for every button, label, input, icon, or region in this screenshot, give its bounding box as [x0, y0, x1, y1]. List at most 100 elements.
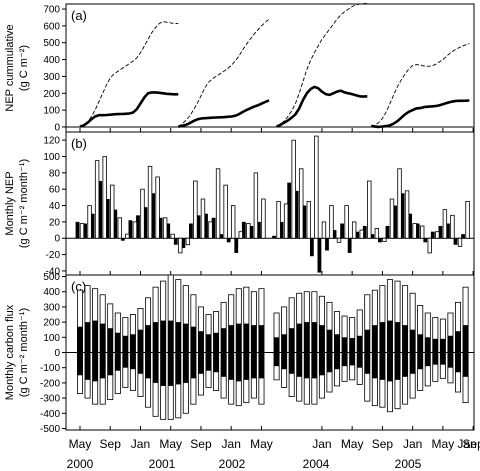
bar-hollow [382, 237, 387, 242]
x-tick-label: Jan [131, 437, 150, 451]
bar-filled [415, 223, 420, 239]
bar-hollow [397, 168, 402, 239]
bar-filled [400, 193, 405, 239]
bar-hollow [314, 135, 319, 239]
bar-filled [447, 335, 454, 368]
bar-filled [453, 238, 458, 245]
bar-hollow [200, 198, 206, 239]
bar-filled [75, 221, 80, 239]
bar-filled [394, 322, 401, 380]
bar-filled [113, 209, 118, 239]
bar-filled [340, 223, 344, 239]
x-tick-label: Sep [100, 437, 122, 451]
bar-filled [289, 328, 295, 374]
y-tick-label: 100 [43, 152, 60, 163]
bar-filled [77, 326, 83, 376]
y-tick-label: 500 [43, 272, 60, 283]
bar-hollow [246, 223, 251, 239]
bar-hollow [110, 184, 115, 239]
y-tick-label: 400 [43, 55, 60, 66]
bar-filled [243, 323, 249, 380]
plot-frame [65, 131, 475, 276]
bar-hollow [367, 180, 372, 239]
bar-filled [181, 238, 186, 249]
bar-filled [446, 223, 450, 239]
bar-hollow [185, 237, 191, 246]
bar-hollow [170, 233, 175, 239]
y-tick-label: -400 [40, 409, 60, 420]
y-tick-label: 20 [49, 217, 61, 228]
year-label: 2004 [303, 457, 330, 471]
bar-filled [168, 320, 174, 386]
x-tick-label: Sep [190, 437, 212, 451]
bar-hollow [457, 237, 463, 247]
y-tick-label: 200 [43, 89, 60, 100]
bar-hollow [374, 228, 380, 239]
bar-filled [319, 325, 325, 376]
panel-b: -40 -20 0 20 40 60 80 100 120 (b) Monthly NEP (g C … [4, 131, 475, 277]
bar-hollow [359, 229, 364, 239]
y-tick-label: -100 [40, 363, 60, 374]
bar-hollow [435, 231, 440, 239]
bar-filled [234, 238, 239, 253]
y-tick-label: 500 [43, 38, 60, 49]
solid-series-line [79, 91, 179, 128]
y-tick-label: -20 [46, 250, 61, 261]
x-tick-label: Jan [457, 437, 476, 451]
year-label: 2000 [67, 457, 94, 471]
bar-filled [136, 215, 140, 239]
bar-hollow [283, 203, 289, 239]
bar-filled [287, 182, 292, 239]
bar-hollow [442, 209, 448, 239]
bar-filled [296, 323, 302, 377]
bar-hollow [336, 237, 342, 243]
bar-hollow [419, 225, 425, 239]
x-tick-label: May [69, 437, 92, 451]
bar-filled [196, 215, 201, 239]
y-axis-label-line1: Monthly carbon flux [4, 304, 16, 400]
bar-filled [251, 325, 257, 379]
y-tick-label: 700 [43, 5, 60, 16]
bar-hollow [238, 231, 243, 239]
bar-filled [432, 338, 438, 365]
x-tick-label: May [250, 437, 273, 451]
bar-filled [107, 328, 113, 376]
bar-filled [84, 322, 91, 380]
bar-filled [378, 238, 382, 243]
bar-filled [90, 213, 95, 239]
bar-filled [461, 234, 465, 239]
bar-filled [455, 331, 461, 373]
bar-hollow [299, 168, 304, 239]
bar-filled [100, 323, 106, 379]
bar-hollow [178, 237, 183, 254]
y-tick-label: -300 [40, 394, 60, 405]
bar-filled [387, 320, 393, 382]
bar-filled [272, 235, 276, 239]
bar-hollow [117, 217, 122, 239]
year-label: 2001 [149, 457, 176, 471]
bar-filled [334, 334, 340, 370]
bar-hollow [253, 172, 259, 239]
y-axis-label-line2: (g C m⁻²) [18, 45, 30, 91]
y-tick-label: 120 [43, 136, 60, 147]
bar-filled [430, 231, 435, 239]
bar-filled [357, 335, 363, 368]
bar-filled [115, 332, 121, 371]
dashed-series-line [276, 2, 368, 127]
y-tick-label: 80 [49, 168, 61, 179]
dashed-series-line [371, 43, 470, 127]
bar-filled [258, 325, 265, 379]
y-tick-label: 300 [43, 72, 60, 83]
bar-filled [372, 325, 378, 379]
bar-filled [145, 325, 151, 379]
bar-filled [440, 338, 446, 365]
bar-filled [105, 199, 110, 239]
bar-filled [281, 334, 287, 370]
y-tick-label: 0 [54, 348, 60, 359]
x-tick-label: Jan [403, 437, 422, 451]
bar-filled [370, 234, 375, 239]
bar-hollow [208, 221, 213, 239]
y-tick-label: 0 [54, 234, 60, 245]
bar-filled [189, 223, 193, 239]
bar-filled [347, 238, 352, 253]
